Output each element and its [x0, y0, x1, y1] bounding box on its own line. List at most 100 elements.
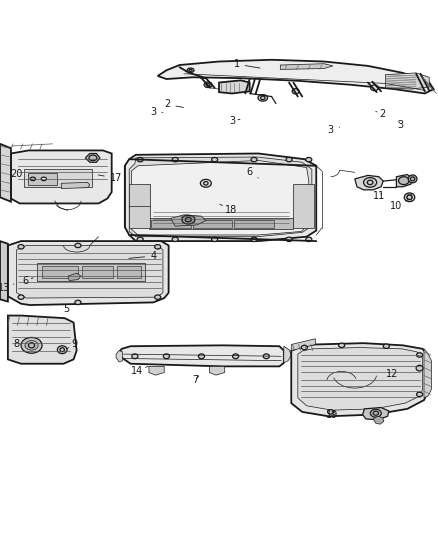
Polygon shape: [125, 154, 316, 241]
Ellipse shape: [137, 237, 143, 241]
Ellipse shape: [198, 354, 205, 359]
Polygon shape: [0, 241, 8, 302]
Text: 12: 12: [386, 369, 398, 379]
Ellipse shape: [364, 177, 377, 187]
Ellipse shape: [200, 179, 211, 187]
Polygon shape: [209, 366, 225, 375]
Ellipse shape: [21, 337, 42, 353]
Ellipse shape: [132, 354, 138, 359]
Bar: [293, 184, 314, 228]
Bar: [28, 173, 57, 185]
Text: 2: 2: [164, 100, 184, 109]
Bar: [151, 220, 191, 228]
Text: 20: 20: [11, 168, 28, 179]
Ellipse shape: [417, 353, 423, 357]
Text: 6: 6: [22, 276, 33, 286]
Polygon shape: [158, 60, 434, 93]
Polygon shape: [119, 345, 284, 366]
Ellipse shape: [18, 245, 24, 249]
Ellipse shape: [25, 341, 38, 350]
Polygon shape: [355, 175, 383, 190]
Ellipse shape: [416, 365, 423, 371]
Bar: [117, 266, 141, 278]
Polygon shape: [396, 174, 413, 187]
Text: 18: 18: [220, 204, 237, 215]
Polygon shape: [8, 316, 77, 364]
Polygon shape: [291, 339, 315, 351]
Polygon shape: [129, 157, 312, 237]
Polygon shape: [219, 80, 250, 93]
Ellipse shape: [89, 155, 97, 161]
Text: 9: 9: [67, 340, 78, 350]
Ellipse shape: [212, 157, 218, 162]
Ellipse shape: [155, 295, 161, 300]
Bar: [234, 220, 274, 228]
Bar: [42, 266, 78, 278]
Text: 1: 1: [233, 59, 260, 69]
Ellipse shape: [57, 346, 67, 354]
Polygon shape: [171, 215, 206, 226]
Bar: [37, 263, 145, 280]
Ellipse shape: [204, 82, 212, 87]
Bar: [129, 184, 150, 228]
Text: 4: 4: [129, 251, 156, 261]
Text: 3: 3: [398, 120, 404, 131]
Text: 14: 14: [131, 366, 148, 376]
Ellipse shape: [251, 157, 257, 162]
Ellipse shape: [371, 85, 378, 91]
Text: 17: 17: [98, 173, 122, 183]
Ellipse shape: [182, 215, 195, 224]
Polygon shape: [85, 154, 100, 162]
Text: 2: 2: [376, 109, 386, 119]
Polygon shape: [8, 241, 169, 305]
Polygon shape: [131, 160, 309, 235]
Polygon shape: [363, 408, 389, 420]
Ellipse shape: [30, 177, 35, 181]
Text: 3: 3: [328, 125, 339, 135]
Polygon shape: [17, 246, 163, 298]
Polygon shape: [424, 349, 431, 398]
Text: 5: 5: [64, 304, 70, 313]
Ellipse shape: [404, 193, 415, 201]
Ellipse shape: [339, 343, 345, 348]
Polygon shape: [373, 416, 384, 424]
Text: 8: 8: [14, 338, 25, 349]
Ellipse shape: [75, 300, 81, 304]
Bar: [82, 266, 113, 278]
Ellipse shape: [306, 157, 312, 162]
Ellipse shape: [408, 175, 417, 183]
Ellipse shape: [41, 177, 46, 181]
Ellipse shape: [155, 245, 161, 249]
Ellipse shape: [212, 237, 218, 241]
Polygon shape: [61, 182, 90, 189]
Ellipse shape: [258, 94, 268, 101]
Ellipse shape: [292, 88, 299, 94]
Text: 11: 11: [373, 191, 385, 201]
Ellipse shape: [137, 157, 143, 162]
Ellipse shape: [306, 237, 312, 241]
Ellipse shape: [383, 344, 389, 349]
Ellipse shape: [370, 409, 381, 417]
Polygon shape: [280, 64, 333, 69]
Text: 7: 7: [192, 375, 199, 385]
Ellipse shape: [399, 177, 409, 184]
Text: 6: 6: [247, 167, 258, 178]
Bar: [149, 219, 293, 229]
Text: 13: 13: [0, 282, 14, 293]
Polygon shape: [11, 150, 112, 204]
Text: 19: 19: [326, 410, 338, 421]
Polygon shape: [68, 273, 81, 280]
Ellipse shape: [286, 157, 292, 162]
Polygon shape: [298, 348, 423, 410]
Bar: [24, 169, 92, 187]
Text: 10: 10: [390, 200, 407, 211]
Ellipse shape: [163, 354, 170, 359]
Ellipse shape: [301, 345, 307, 350]
Ellipse shape: [251, 237, 257, 241]
Ellipse shape: [18, 295, 24, 300]
Ellipse shape: [263, 354, 269, 359]
Ellipse shape: [328, 410, 334, 414]
Ellipse shape: [286, 237, 292, 241]
Polygon shape: [385, 73, 429, 89]
Polygon shape: [284, 346, 291, 363]
